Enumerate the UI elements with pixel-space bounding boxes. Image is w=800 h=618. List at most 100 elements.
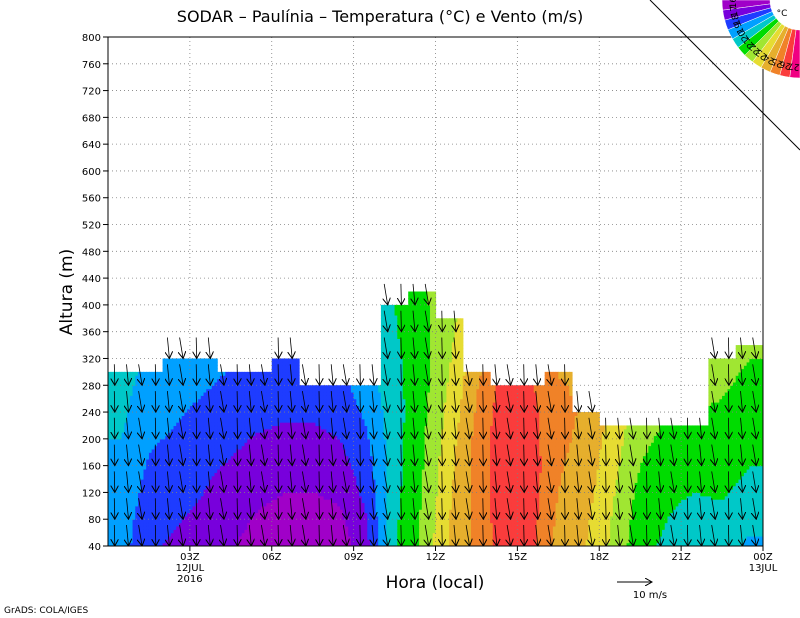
temperature-cell (288, 468, 292, 473)
temperature-cell (162, 458, 166, 463)
temperature-cell (173, 415, 177, 420)
temperature-cell (208, 525, 213, 530)
temperature-cell (288, 495, 292, 500)
temperature-cell (293, 361, 297, 366)
temperature-cell (290, 482, 295, 487)
temperature-cell (279, 525, 284, 530)
temperature-cell (219, 415, 224, 420)
temperature-cell (181, 422, 186, 427)
temperature-cell (178, 519, 183, 524)
temperature-cell (192, 371, 196, 376)
temperature-cell (252, 509, 256, 514)
temperature-cell (159, 525, 164, 530)
temperature-cell (203, 529, 207, 534)
temperature-cell (118, 539, 123, 544)
temperature-cell (228, 485, 232, 490)
temperature-cell (296, 455, 300, 460)
temperature-cell (178, 358, 183, 363)
temperature-cell (143, 412, 147, 416)
temperature-cell (129, 535, 134, 540)
temperature-cell (129, 499, 134, 504)
temperature-cell (217, 455, 221, 460)
temperature-cell (299, 519, 303, 524)
temperature-cell (309, 412, 314, 416)
temperature-cell (116, 371, 120, 376)
temperature-cell (157, 468, 161, 473)
temperature-cell (135, 512, 139, 517)
temperature-cell (296, 412, 300, 416)
temperature-cell (225, 402, 229, 406)
temperature-cell (309, 391, 314, 396)
temperature-cell (312, 479, 317, 483)
temperature-cell (198, 499, 202, 504)
temperature-cell (189, 472, 194, 477)
temperature-cell (277, 532, 281, 537)
temperature-cell (146, 428, 150, 433)
temperature-cell (200, 529, 205, 534)
temperature-cell (176, 422, 180, 427)
temperature-cell (181, 361, 186, 366)
temperature-cell (162, 499, 166, 504)
temperature-cell (121, 408, 125, 413)
temperature-cell (217, 522, 221, 527)
temperature-cell (181, 468, 186, 473)
temperature-cell (181, 472, 186, 477)
temperature-cell (165, 391, 169, 396)
temperature-cell (228, 458, 232, 463)
temperature-cell (151, 398, 155, 403)
temperature-cell (132, 482, 136, 487)
temperature-cell (159, 438, 164, 443)
temperature-cell (211, 502, 216, 507)
temperature-cell (241, 391, 246, 396)
temperature-cell (132, 455, 136, 460)
temperature-cell (211, 371, 216, 376)
temperature-cell (148, 388, 153, 393)
temperature-cell (214, 415, 218, 420)
temperature-cell (233, 505, 237, 510)
temperature-cell (173, 418, 177, 423)
temperature-cell (241, 495, 246, 500)
temperature-cell (121, 505, 125, 510)
temperature-cell (203, 448, 207, 453)
temperature-cell (146, 529, 150, 534)
temperature-cell (124, 519, 128, 524)
temperature-cell (285, 428, 289, 433)
temperature-cell (263, 412, 267, 416)
temperature-cell (170, 529, 175, 534)
temperature-cell (154, 398, 158, 403)
temperature-cell (159, 509, 164, 514)
temperature-cell (285, 502, 289, 507)
temperature-cell (266, 395, 270, 400)
temperature-cell (241, 489, 246, 494)
temperature-cell (299, 418, 303, 423)
temperature-cell (138, 482, 142, 487)
temperature-cell (151, 428, 155, 433)
temperature-cell (301, 525, 306, 530)
temperature-cell (236, 445, 240, 450)
temperature-cell (266, 502, 270, 507)
temperature-cell (312, 522, 317, 527)
temperature-cell (269, 408, 273, 413)
temperature-cell (222, 502, 226, 507)
temperature-cell (279, 438, 284, 443)
temperature-cell (138, 442, 142, 447)
temperature-cell (132, 485, 136, 490)
temperature-cell (252, 422, 256, 427)
temperature-cell (282, 522, 286, 527)
temperature-cell (108, 515, 112, 520)
temperature-cell (148, 442, 153, 447)
temperature-cell (165, 499, 169, 504)
temperature-cell (165, 505, 169, 510)
temperature-cell (116, 415, 120, 420)
temperature-cell (140, 535, 145, 540)
temperature-cell (241, 539, 246, 544)
temperature-cell (258, 489, 262, 494)
temperature-cell (132, 432, 136, 437)
temperature-cell (258, 425, 262, 430)
temperature-cell (258, 542, 262, 546)
temperature-cell (247, 398, 251, 403)
temperature-cell (299, 462, 303, 467)
temperature-cell (236, 422, 240, 427)
temperature-cell (151, 425, 155, 430)
temperature-cell (127, 412, 131, 416)
